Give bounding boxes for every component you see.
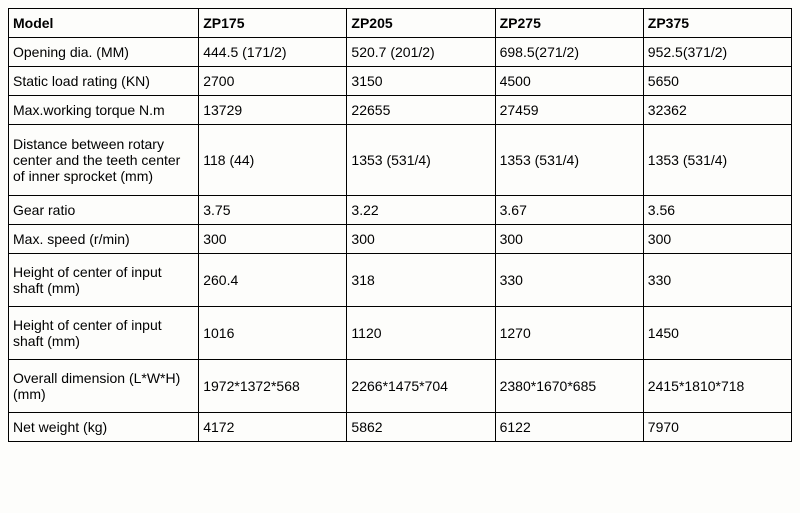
table-row: Max. speed (r/min)300300300300 (9, 225, 792, 254)
table-cell: 3.75 (199, 196, 347, 225)
table-row: Opening dia. (MM)444.5 (171/2)520.7 (201… (9, 38, 792, 67)
table-cell: 3150 (347, 67, 495, 96)
table-cell: 444.5 (171/2) (199, 38, 347, 67)
table-cell: 1353 (531/4) (495, 125, 643, 196)
table-cell: 2415*1810*718 (643, 360, 791, 413)
table-cell: 2380*1670*685 (495, 360, 643, 413)
row-label: Gear ratio (9, 196, 199, 225)
table-row: Overall dimension (L*W*H) (mm)1972*1372*… (9, 360, 792, 413)
table-cell: 27459 (495, 96, 643, 125)
table-cell: 2266*1475*704 (347, 360, 495, 413)
table-cell: 7970 (643, 413, 791, 442)
table-cell: 300 (643, 225, 791, 254)
table-cell: 13729 (199, 96, 347, 125)
table-cell: 1270 (495, 307, 643, 360)
table-row: Max.working torque N.m137292265527459323… (9, 96, 792, 125)
table-row: Height of center of input shaft (mm)260.… (9, 254, 792, 307)
table-row: Height of center of input shaft (mm)1016… (9, 307, 792, 360)
table-cell: 6122 (495, 413, 643, 442)
table-cell: 260.4 (199, 254, 347, 307)
table-cell: 300 (495, 225, 643, 254)
table-cell: 3.22 (347, 196, 495, 225)
table-cell: 118 (44) (199, 125, 347, 196)
table-cell: 330 (495, 254, 643, 307)
table-header-row: Model ZP175 ZP205 ZP275 ZP375 (9, 9, 792, 38)
row-label: Opening dia. (MM) (9, 38, 199, 67)
row-label: Height of center of input shaft (mm) (9, 254, 199, 307)
table-cell: 32362 (643, 96, 791, 125)
table-cell: 2700 (199, 67, 347, 96)
row-label: Height of center of input shaft (mm) (9, 307, 199, 360)
table-cell: 3.56 (643, 196, 791, 225)
table-cell: 952.5(371/2) (643, 38, 791, 67)
table-row: Gear ratio3.753.223.673.56 (9, 196, 792, 225)
row-label: Max.working torque N.m (9, 96, 199, 125)
table-row: Net weight (kg)4172586261227970 (9, 413, 792, 442)
table-cell: 1450 (643, 307, 791, 360)
row-label: Max. speed (r/min) (9, 225, 199, 254)
table-cell: 300 (347, 225, 495, 254)
table-cell: 1353 (531/4) (347, 125, 495, 196)
table-cell: 5650 (643, 67, 791, 96)
spec-table-body: Opening dia. (MM)444.5 (171/2)520.7 (201… (9, 38, 792, 442)
col-header-model: Model (9, 9, 199, 38)
table-cell: 22655 (347, 96, 495, 125)
spec-table: Model ZP175 ZP205 ZP275 ZP375 Opening di… (8, 8, 792, 442)
table-cell: 4500 (495, 67, 643, 96)
table-cell: 330 (643, 254, 791, 307)
table-row: Distance between rotary center and the t… (9, 125, 792, 196)
table-cell: 3.67 (495, 196, 643, 225)
table-cell: 1353 (531/4) (643, 125, 791, 196)
col-header-zp375: ZP375 (643, 9, 791, 38)
table-cell: 318 (347, 254, 495, 307)
table-cell: 4172 (199, 413, 347, 442)
table-cell: 1120 (347, 307, 495, 360)
row-label: Distance between rotary center and the t… (9, 125, 199, 196)
table-cell: 520.7 (201/2) (347, 38, 495, 67)
table-cell: 5862 (347, 413, 495, 442)
row-label: Static load rating (KN) (9, 67, 199, 96)
col-header-zp205: ZP205 (347, 9, 495, 38)
col-header-zp175: ZP175 (199, 9, 347, 38)
table-cell: 1972*1372*568 (199, 360, 347, 413)
table-cell: 698.5(271/2) (495, 38, 643, 67)
row-label: Overall dimension (L*W*H) (mm) (9, 360, 199, 413)
col-header-zp275: ZP275 (495, 9, 643, 38)
table-cell: 1016 (199, 307, 347, 360)
row-label: Net weight (kg) (9, 413, 199, 442)
table-row: Static load rating (KN)2700315045005650 (9, 67, 792, 96)
table-cell: 300 (199, 225, 347, 254)
